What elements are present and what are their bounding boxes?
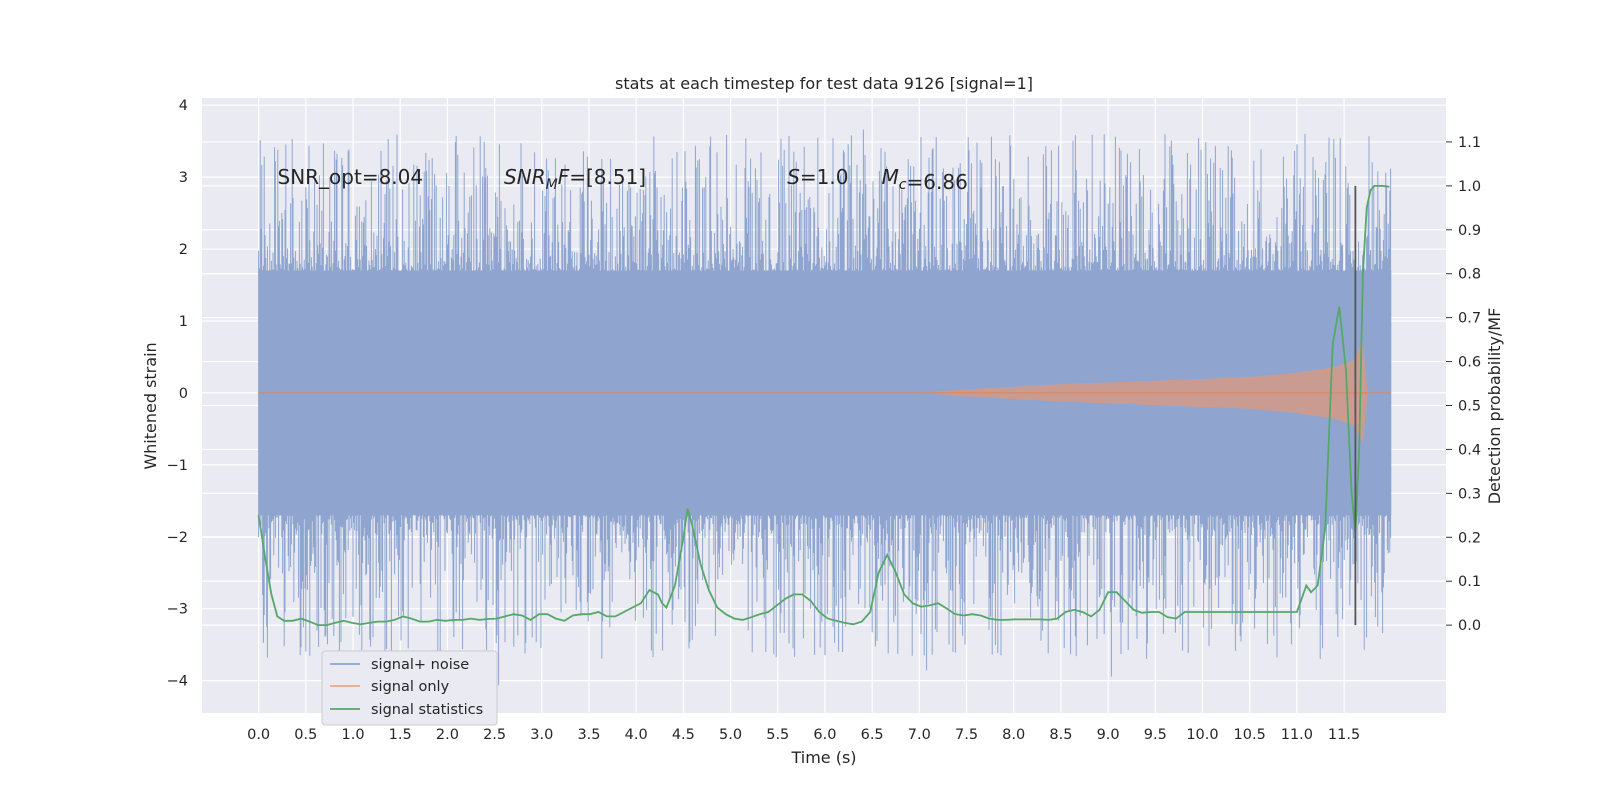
annotation-mc: Mc=6.86 bbox=[882, 165, 968, 194]
x-tick-label: 2.5 bbox=[483, 727, 506, 743]
y-tick-label-right: 0.8 bbox=[1458, 267, 1481, 283]
x-tick-label: 0.5 bbox=[294, 727, 317, 743]
y-tick-label-left: 3 bbox=[179, 170, 188, 186]
y-axis-label-left: Whitened strain bbox=[141, 342, 160, 469]
x-tick-label: 9.0 bbox=[1097, 727, 1120, 743]
legend-label-stats: signal statistics bbox=[371, 702, 483, 718]
y-tick-label-left: 0 bbox=[179, 386, 188, 402]
x-tick-label: 5.5 bbox=[766, 727, 789, 743]
y-tick-label-left: −4 bbox=[167, 674, 188, 690]
legend-box bbox=[321, 650, 498, 726]
y-tick-label-right: 0.1 bbox=[1458, 574, 1481, 590]
y-tick-label-right: 0.4 bbox=[1458, 442, 1481, 458]
chart-title: stats at each timestep for test data 912… bbox=[615, 74, 1033, 93]
annotation-s: S=1.0 bbox=[787, 165, 848, 189]
x-tick-label: 6.5 bbox=[861, 727, 884, 743]
annotation-snr_mf: SNRMF=[8.51] bbox=[504, 165, 646, 193]
y-tick-label-left: 1 bbox=[179, 314, 188, 330]
x-tick-label: 11.0 bbox=[1281, 727, 1313, 743]
x-tick-label: 7.0 bbox=[908, 727, 931, 743]
signal-only-series bbox=[258, 342, 1392, 444]
y-axis-label-right: Detection probability/MF bbox=[1485, 308, 1504, 505]
y-tick-label-left: −3 bbox=[167, 602, 188, 618]
y-tick-label-left: −2 bbox=[167, 530, 188, 546]
y-tick-label-right: 0.7 bbox=[1458, 311, 1481, 327]
x-tick-label: 1.0 bbox=[341, 727, 364, 743]
y-tick-label-right: 0.9 bbox=[1458, 223, 1481, 239]
x-tick-label: 4.0 bbox=[625, 727, 648, 743]
legend-label-signal: signal only bbox=[371, 679, 450, 695]
y-tick-label-right: 1.1 bbox=[1458, 135, 1481, 151]
y-tick-label-right: 0.2 bbox=[1458, 530, 1481, 546]
statistics-line bbox=[257, 185, 1390, 626]
x-axis-label: Time (s) bbox=[790, 748, 856, 767]
x-tick-label: 1.5 bbox=[389, 727, 412, 743]
y-tick-label-right: 0.6 bbox=[1458, 355, 1481, 371]
legend: signal+ noise signal only signal statist… bbox=[321, 650, 498, 726]
y-tick-label-right: 0.5 bbox=[1458, 399, 1481, 415]
x-tick-label: 7.5 bbox=[955, 727, 978, 743]
y-tick-label-left: 2 bbox=[179, 242, 188, 258]
x-tick-label: 4.5 bbox=[672, 727, 695, 743]
y-ticks-left: 4 3 2 1 0 −1 −2 −3 −4 bbox=[167, 98, 188, 689]
y-tick-label-right: 0.3 bbox=[1458, 486, 1481, 502]
x-tick-label: 11.5 bbox=[1328, 727, 1360, 743]
x-tick-label: 2.0 bbox=[436, 727, 459, 743]
legend-label-noise: signal+ noise bbox=[371, 657, 469, 673]
x-tick-label: 9.5 bbox=[1144, 727, 1167, 743]
annotations: SNR_opt=8.04 SNRMF=[8.51] S=1.0 Mc=6.86 bbox=[278, 165, 968, 194]
y-tick-label-left: −1 bbox=[167, 458, 188, 474]
y-ticks-right: 1.1 1.0 0.9 0.8 0.7 0.6 0.5 0.4 0.3 0.2 0.1 0.0 bbox=[1446, 135, 1481, 634]
x-tick-label: 8.0 bbox=[1002, 727, 1025, 743]
x-tick-label: 6.0 bbox=[813, 727, 836, 743]
x-tick-label: 0.0 bbox=[247, 727, 270, 743]
y-tick-label-right: 1.0 bbox=[1458, 179, 1481, 195]
x-tick-label: 3.5 bbox=[577, 727, 600, 743]
x-tick-label: 10.0 bbox=[1186, 727, 1218, 743]
signal-statistics-series bbox=[257, 185, 1390, 626]
x-tick-label: 10.5 bbox=[1234, 727, 1266, 743]
x-tick-label: 8.5 bbox=[1049, 727, 1072, 743]
x-tick-label: 3.0 bbox=[530, 727, 553, 743]
y-tick-label-right: 0.0 bbox=[1458, 618, 1481, 634]
x-tick-label: 5.0 bbox=[719, 727, 742, 743]
annotation-snr_opt: SNR_opt=8.04 bbox=[278, 165, 424, 189]
y-tick-label-left: 4 bbox=[179, 98, 188, 114]
x-ticks: 0.0 0.5 1.0 1.5 2.0 2.5 3.0 3.5 4.0 4.5 5.0 5.5 6.0 6… bbox=[247, 727, 1360, 743]
